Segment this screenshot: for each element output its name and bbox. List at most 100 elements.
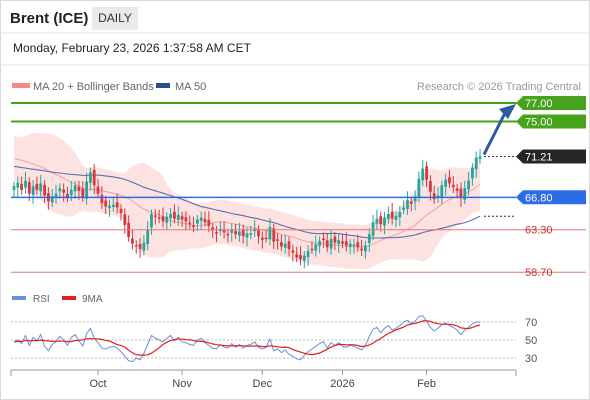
- candle-body: [413, 196, 417, 202]
- candle-body: [100, 195, 104, 203]
- research-credit: Research © 2026 Trading Central: [417, 81, 581, 93]
- candle-body: [383, 217, 386, 226]
- candle-body: [375, 218, 379, 224]
- pivot-tag: [516, 190, 586, 205]
- candle-body: [325, 240, 329, 248]
- legend-bb-label: MA 20 + Bollinger Bands: [33, 81, 154, 93]
- candle-body: [211, 227, 214, 231]
- rsi-tick-label: 50: [525, 335, 537, 347]
- candle-body: [131, 238, 134, 244]
- candle-body: [226, 233, 230, 236]
- candle-body: [142, 242, 146, 251]
- candle-body: [337, 239, 341, 245]
- candle-body: [12, 186, 16, 190]
- candle-body: [436, 195, 440, 197]
- candle-body: [272, 228, 276, 242]
- candle-body: [115, 202, 119, 208]
- rsi-ma-legend-label: 9MA: [82, 294, 103, 305]
- candle-body: [429, 181, 432, 192]
- candle-body: [318, 240, 321, 246]
- candle-body: [406, 200, 409, 209]
- candle-body: [73, 185, 77, 192]
- datetime-label: Monday, February 23, 2026 1:37:58 AM CET: [13, 41, 251, 55]
- x-tick-label: Nov: [172, 378, 192, 390]
- x-axis: Oct Nov Dec 2026 Feb: [89, 370, 436, 390]
- candle-body: [134, 245, 138, 247]
- candle-body: [146, 229, 150, 244]
- candle-body: [387, 214, 390, 220]
- period-badge[interactable]: DAILY: [92, 7, 138, 30]
- candle-body: [283, 243, 287, 248]
- candle-body: [58, 188, 62, 192]
- candle-body: [295, 254, 299, 258]
- candle-body: [16, 182, 20, 188]
- candle-body: [50, 196, 54, 203]
- candle-body: [459, 188, 463, 199]
- candle-body: [341, 241, 344, 244]
- candle-body: [409, 201, 413, 204]
- candle-body: [157, 217, 161, 219]
- candle-body: [467, 180, 470, 190]
- candle-body: [150, 214, 153, 228]
- candle-body: [199, 217, 203, 221]
- candle-body: [24, 180, 27, 188]
- candle-body: [89, 172, 92, 183]
- candle-body: [268, 226, 272, 240]
- rsi-legend-swatch: [12, 296, 26, 300]
- candle-body: [257, 230, 260, 237]
- levels-layer: 77.00 75.00 71.21 66.80 63.30 58.70: [11, 96, 586, 279]
- candle-body: [421, 168, 425, 181]
- candle-body: [398, 212, 402, 218]
- candle-body: [169, 214, 172, 219]
- x-tick-label: 2026: [330, 378, 354, 390]
- price-panel: [12, 133, 482, 270]
- candle-body: [66, 194, 69, 198]
- candle-body: [260, 237, 264, 240]
- candle-body: [344, 241, 348, 246]
- candle-body: [184, 217, 188, 222]
- x-tick-label: Feb: [417, 378, 436, 390]
- candle-body: [234, 231, 237, 235]
- resistance-2-tag: [516, 96, 586, 110]
- last-price-tag: [516, 149, 586, 164]
- bollinger-band-fill: [14, 133, 480, 270]
- candle-body: [314, 244, 318, 251]
- candle-body: [302, 255, 306, 261]
- candle-body: [35, 183, 39, 190]
- rsi-panel: 70 50 30: [11, 315, 537, 365]
- candle-body: [241, 229, 245, 237]
- candle-body: [364, 245, 367, 252]
- candle-body: [287, 241, 291, 250]
- x-tick-label: Dec: [253, 378, 273, 390]
- candle-body: [356, 242, 360, 248]
- candle-body: [352, 244, 356, 246]
- candle-body: [471, 167, 474, 179]
- candle-body: [322, 238, 325, 240]
- ma20-line: [13, 158, 481, 248]
- candle-body: [192, 225, 195, 227]
- rsi-tick-label: 30: [525, 353, 537, 365]
- candle-body: [390, 211, 394, 219]
- support-1-label: 63.30: [525, 225, 553, 237]
- candle-body: [119, 208, 123, 214]
- rsi-line: [13, 315, 480, 363]
- candle-body: [432, 193, 436, 200]
- candle-body: [153, 215, 157, 217]
- rsi-ma-legend-swatch: [62, 296, 76, 300]
- candle-body: [165, 216, 169, 223]
- resistance-2-label: 77.00: [525, 98, 553, 110]
- candle-body: [203, 219, 207, 223]
- candle-body: [81, 188, 85, 198]
- candle-body: [138, 244, 142, 250]
- candle-body: [474, 157, 478, 170]
- candle-body: [173, 211, 176, 219]
- candle-body: [306, 251, 310, 257]
- candle-body: [207, 220, 211, 226]
- projection-arrow-head: [499, 104, 516, 119]
- candle-body: [440, 185, 444, 197]
- candle-body: [478, 156, 482, 159]
- candle-body: [276, 239, 279, 241]
- candle-body: [77, 186, 81, 191]
- rsi-tick-label: 70: [525, 317, 537, 329]
